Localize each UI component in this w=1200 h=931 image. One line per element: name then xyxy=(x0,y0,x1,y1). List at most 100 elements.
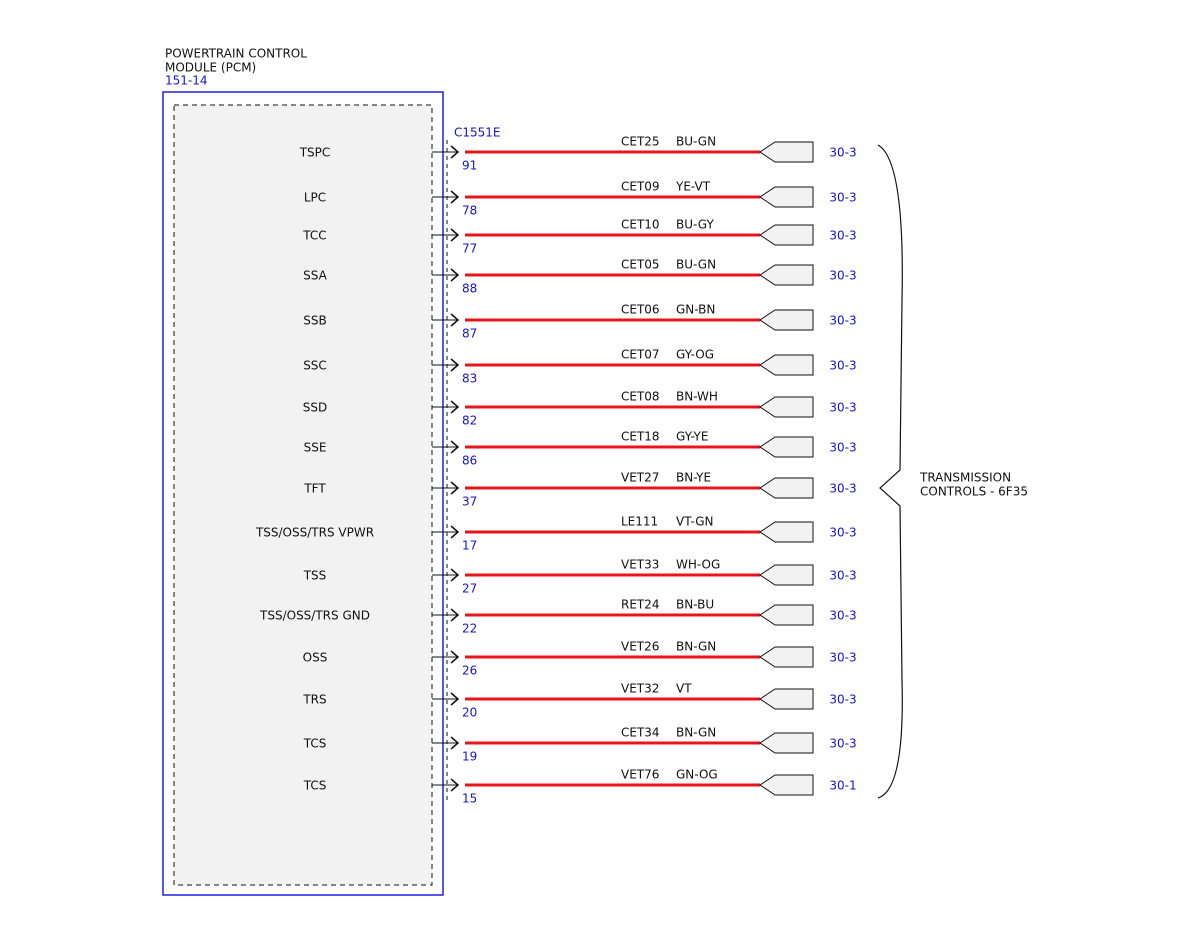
signal-label: TFT xyxy=(303,482,326,496)
wire-color: BN-WH xyxy=(676,390,718,404)
signal-label: SSD xyxy=(303,401,327,415)
connector-terminal xyxy=(759,436,814,458)
signal-label: SSE xyxy=(304,441,327,455)
pin-arrow xyxy=(450,568,460,582)
pin-arrow xyxy=(450,692,460,706)
wire-color: BU-GN xyxy=(676,135,716,149)
signal-label: TSS/OSS/TRS GND xyxy=(259,609,370,623)
component-label: TRANSMISSION xyxy=(919,471,1011,485)
wire-color: VT-GN xyxy=(676,515,713,529)
page-ref: 30-3 xyxy=(829,441,856,455)
pin-arrow xyxy=(450,608,460,622)
signal-label: TCS xyxy=(303,737,327,751)
rows: TSPC 91 CET25 BU-GN 30-3 LPC 78 CET09 YE-VT 30-3 T… xyxy=(255,135,857,806)
pin-number: 83 xyxy=(462,372,477,386)
page-ref: 30-3 xyxy=(829,526,856,540)
wire-color: GY-YE xyxy=(676,430,708,444)
connector-terminal xyxy=(759,396,814,418)
connector-terminal xyxy=(759,141,814,163)
wire-color: WH-OG xyxy=(676,558,720,572)
connector-terminal xyxy=(759,688,814,710)
pin-arrow xyxy=(450,313,460,327)
page-ref: 30-3 xyxy=(829,269,856,283)
circuit-id: RET24 xyxy=(621,598,660,612)
circuit-id: LE111 xyxy=(621,515,658,529)
circuit-id: CET08 xyxy=(621,390,660,404)
connector-terminal xyxy=(759,186,814,208)
signal-label: LPC xyxy=(304,191,326,205)
signal-label: SSC xyxy=(303,359,327,373)
circuit-id: CET10 xyxy=(621,218,660,232)
pin-arrow xyxy=(450,650,460,664)
pin-number: 27 xyxy=(462,582,477,596)
pin-arrow xyxy=(450,190,460,204)
connector-terminal xyxy=(759,309,814,331)
pin-number: 91 xyxy=(462,159,477,173)
module-box xyxy=(162,91,444,896)
pin-arrow xyxy=(450,525,460,539)
connector-terminal xyxy=(759,224,814,246)
wire-color: BN-GN xyxy=(676,640,716,654)
pin-number: 15 xyxy=(462,792,477,806)
module-title: POWERTRAIN CONTROL xyxy=(165,47,307,61)
wire-color: BN-GN xyxy=(676,726,716,740)
page-ref: 30-3 xyxy=(829,693,856,707)
pin-number: 37 xyxy=(462,495,477,509)
circuit-id: VET76 xyxy=(621,768,659,782)
circuit-id: CET18 xyxy=(621,430,660,444)
pin-number: 17 xyxy=(462,539,477,553)
pin-number: 87 xyxy=(462,327,477,341)
circuit-id: CET09 xyxy=(621,180,660,194)
circuit-id: CET06 xyxy=(621,303,660,317)
wire-color: BU-GN xyxy=(676,258,716,272)
connector-terminal xyxy=(759,354,814,376)
module-title: MODULE (PCM) xyxy=(165,61,256,75)
connector-terminal xyxy=(759,477,814,499)
module-inner xyxy=(173,104,433,886)
circuit-id: CET07 xyxy=(621,348,660,362)
signal-label: TSS xyxy=(303,569,327,583)
signal-label: TSPC xyxy=(299,146,331,160)
wire-color: GN-BN xyxy=(676,303,715,317)
pin-number: 20 xyxy=(462,706,477,720)
page-ref: 30-3 xyxy=(829,191,856,205)
pin-number: 88 xyxy=(462,282,477,296)
wire-color: BN-YE xyxy=(676,471,711,485)
signal-label: TSS/OSS/TRS VPWR xyxy=(255,526,374,540)
signal-label: OSS xyxy=(303,651,328,665)
pin-arrow xyxy=(450,400,460,414)
signal-label: TCC xyxy=(302,229,326,243)
page-ref: 30-3 xyxy=(829,146,856,160)
signal-label: SSA xyxy=(303,269,327,283)
page-ref: 30-3 xyxy=(829,609,856,623)
connector-id: C1551E xyxy=(454,126,501,140)
wire-color: GN-OG xyxy=(676,768,718,782)
circuit-id: VET33 xyxy=(621,558,659,572)
connector-terminal xyxy=(759,732,814,754)
page-ref: 30-3 xyxy=(829,482,856,496)
pin-number: 26 xyxy=(462,664,477,678)
page-ref: 30-1 xyxy=(829,779,856,793)
pin-arrow xyxy=(450,228,460,242)
signal-label: SSB xyxy=(303,314,326,328)
connector-terminal xyxy=(759,521,814,543)
pin-number: 77 xyxy=(462,242,477,256)
circuit-id: VET27 xyxy=(621,471,659,485)
brace xyxy=(877,144,903,799)
pin-number: 78 xyxy=(462,204,477,218)
pin-number: 86 xyxy=(462,454,477,468)
wire-color: BU-GY xyxy=(676,218,714,232)
pin-arrow xyxy=(450,778,460,792)
connector-terminal xyxy=(759,564,814,586)
circuit-id: CET05 xyxy=(621,258,660,272)
page-ref: 30-3 xyxy=(829,314,856,328)
connector-terminal xyxy=(759,646,814,668)
pin-arrow xyxy=(450,145,460,159)
page-ref: 30-3 xyxy=(829,229,856,243)
page-ref: 30-3 xyxy=(829,569,856,583)
pin-arrow xyxy=(450,440,460,454)
wire-color: YE-VT xyxy=(675,180,711,194)
pin-arrow xyxy=(450,358,460,372)
page-ref: 30-3 xyxy=(829,651,856,665)
